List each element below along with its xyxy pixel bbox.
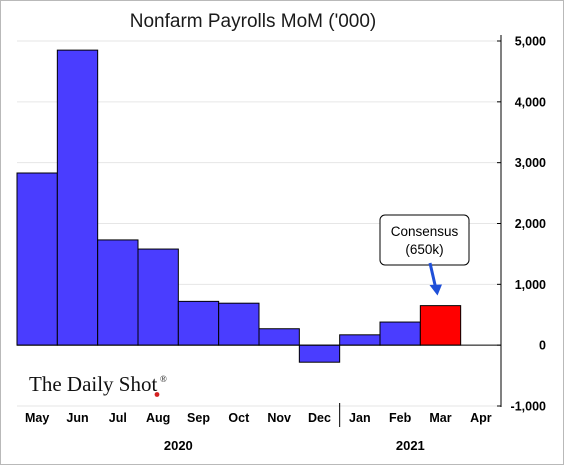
bar-feb	[379, 321, 421, 346]
callout-line-1: Consensus	[391, 224, 459, 239]
daily-shot-logo: The Daily Shot ®	[29, 372, 167, 397]
y-tick-labels: 5,000 4,000 3,000 2,000 1,000 0 -1,000	[511, 35, 547, 414]
chart-title: Nonfarm Payrolls MoM ('000)	[130, 11, 376, 32]
y-tick-label: 3,000	[515, 156, 546, 170]
x-tick-label: Apr	[470, 411, 492, 425]
bar-oct	[218, 302, 260, 346]
bar-jun	[56, 49, 99, 346]
brand-registered-mark: ®	[160, 374, 167, 384]
x-tick-labels: May Jun Jul Aug Sep Oct Nov Dec Jan Feb Mar Apr	[25, 411, 492, 425]
bar-jul	[97, 239, 139, 346]
x-tick-label: Oct	[228, 411, 250, 425]
x-tick-label: May	[25, 411, 49, 425]
x-tick-label: Sep	[187, 411, 210, 425]
y-tick-label: 1,000	[515, 278, 546, 292]
bar-dec	[298, 344, 341, 363]
bar-sep	[177, 300, 220, 346]
callout-box	[379, 214, 470, 266]
callout-line-2: (650k)	[405, 242, 443, 257]
x-tick-label: Jun	[66, 411, 88, 425]
bar-may	[16, 172, 58, 346]
y-tick-label: 4,000	[515, 95, 546, 109]
consensus-callout: Consensus (650k)	[379, 214, 470, 296]
x-tick-label: Jan	[349, 411, 371, 425]
callout-arrow-head	[429, 284, 442, 296]
y-tick-label: -1,000	[511, 400, 546, 414]
y-tick-label: 0	[539, 339, 546, 353]
x-tick-label: Aug	[146, 411, 170, 425]
bar-mar	[419, 305, 462, 346]
bar-nov	[258, 328, 300, 346]
axes	[17, 35, 502, 427]
x-tick-label: Dec	[308, 411, 331, 425]
x-tick-label: Nov	[267, 411, 291, 425]
year-label-2021: 2021	[396, 438, 425, 453]
year-labels: 2020 2021	[164, 438, 425, 453]
bar-jan	[339, 334, 381, 346]
brand-dot	[154, 392, 160, 397]
y-tick-label: 5,000	[515, 35, 546, 49]
x-tick-label: Mar	[429, 411, 451, 425]
bar-aug	[137, 248, 179, 346]
brand-name: The Daily Shot	[29, 372, 157, 396]
x-tick-label: Jul	[109, 411, 127, 425]
callout-arrow-shaft	[428, 262, 437, 288]
bars	[16, 49, 462, 363]
x-tick-label: Feb	[389, 411, 412, 425]
year-label-2020: 2020	[164, 438, 193, 453]
y-tick-label: 2,000	[515, 217, 546, 231]
